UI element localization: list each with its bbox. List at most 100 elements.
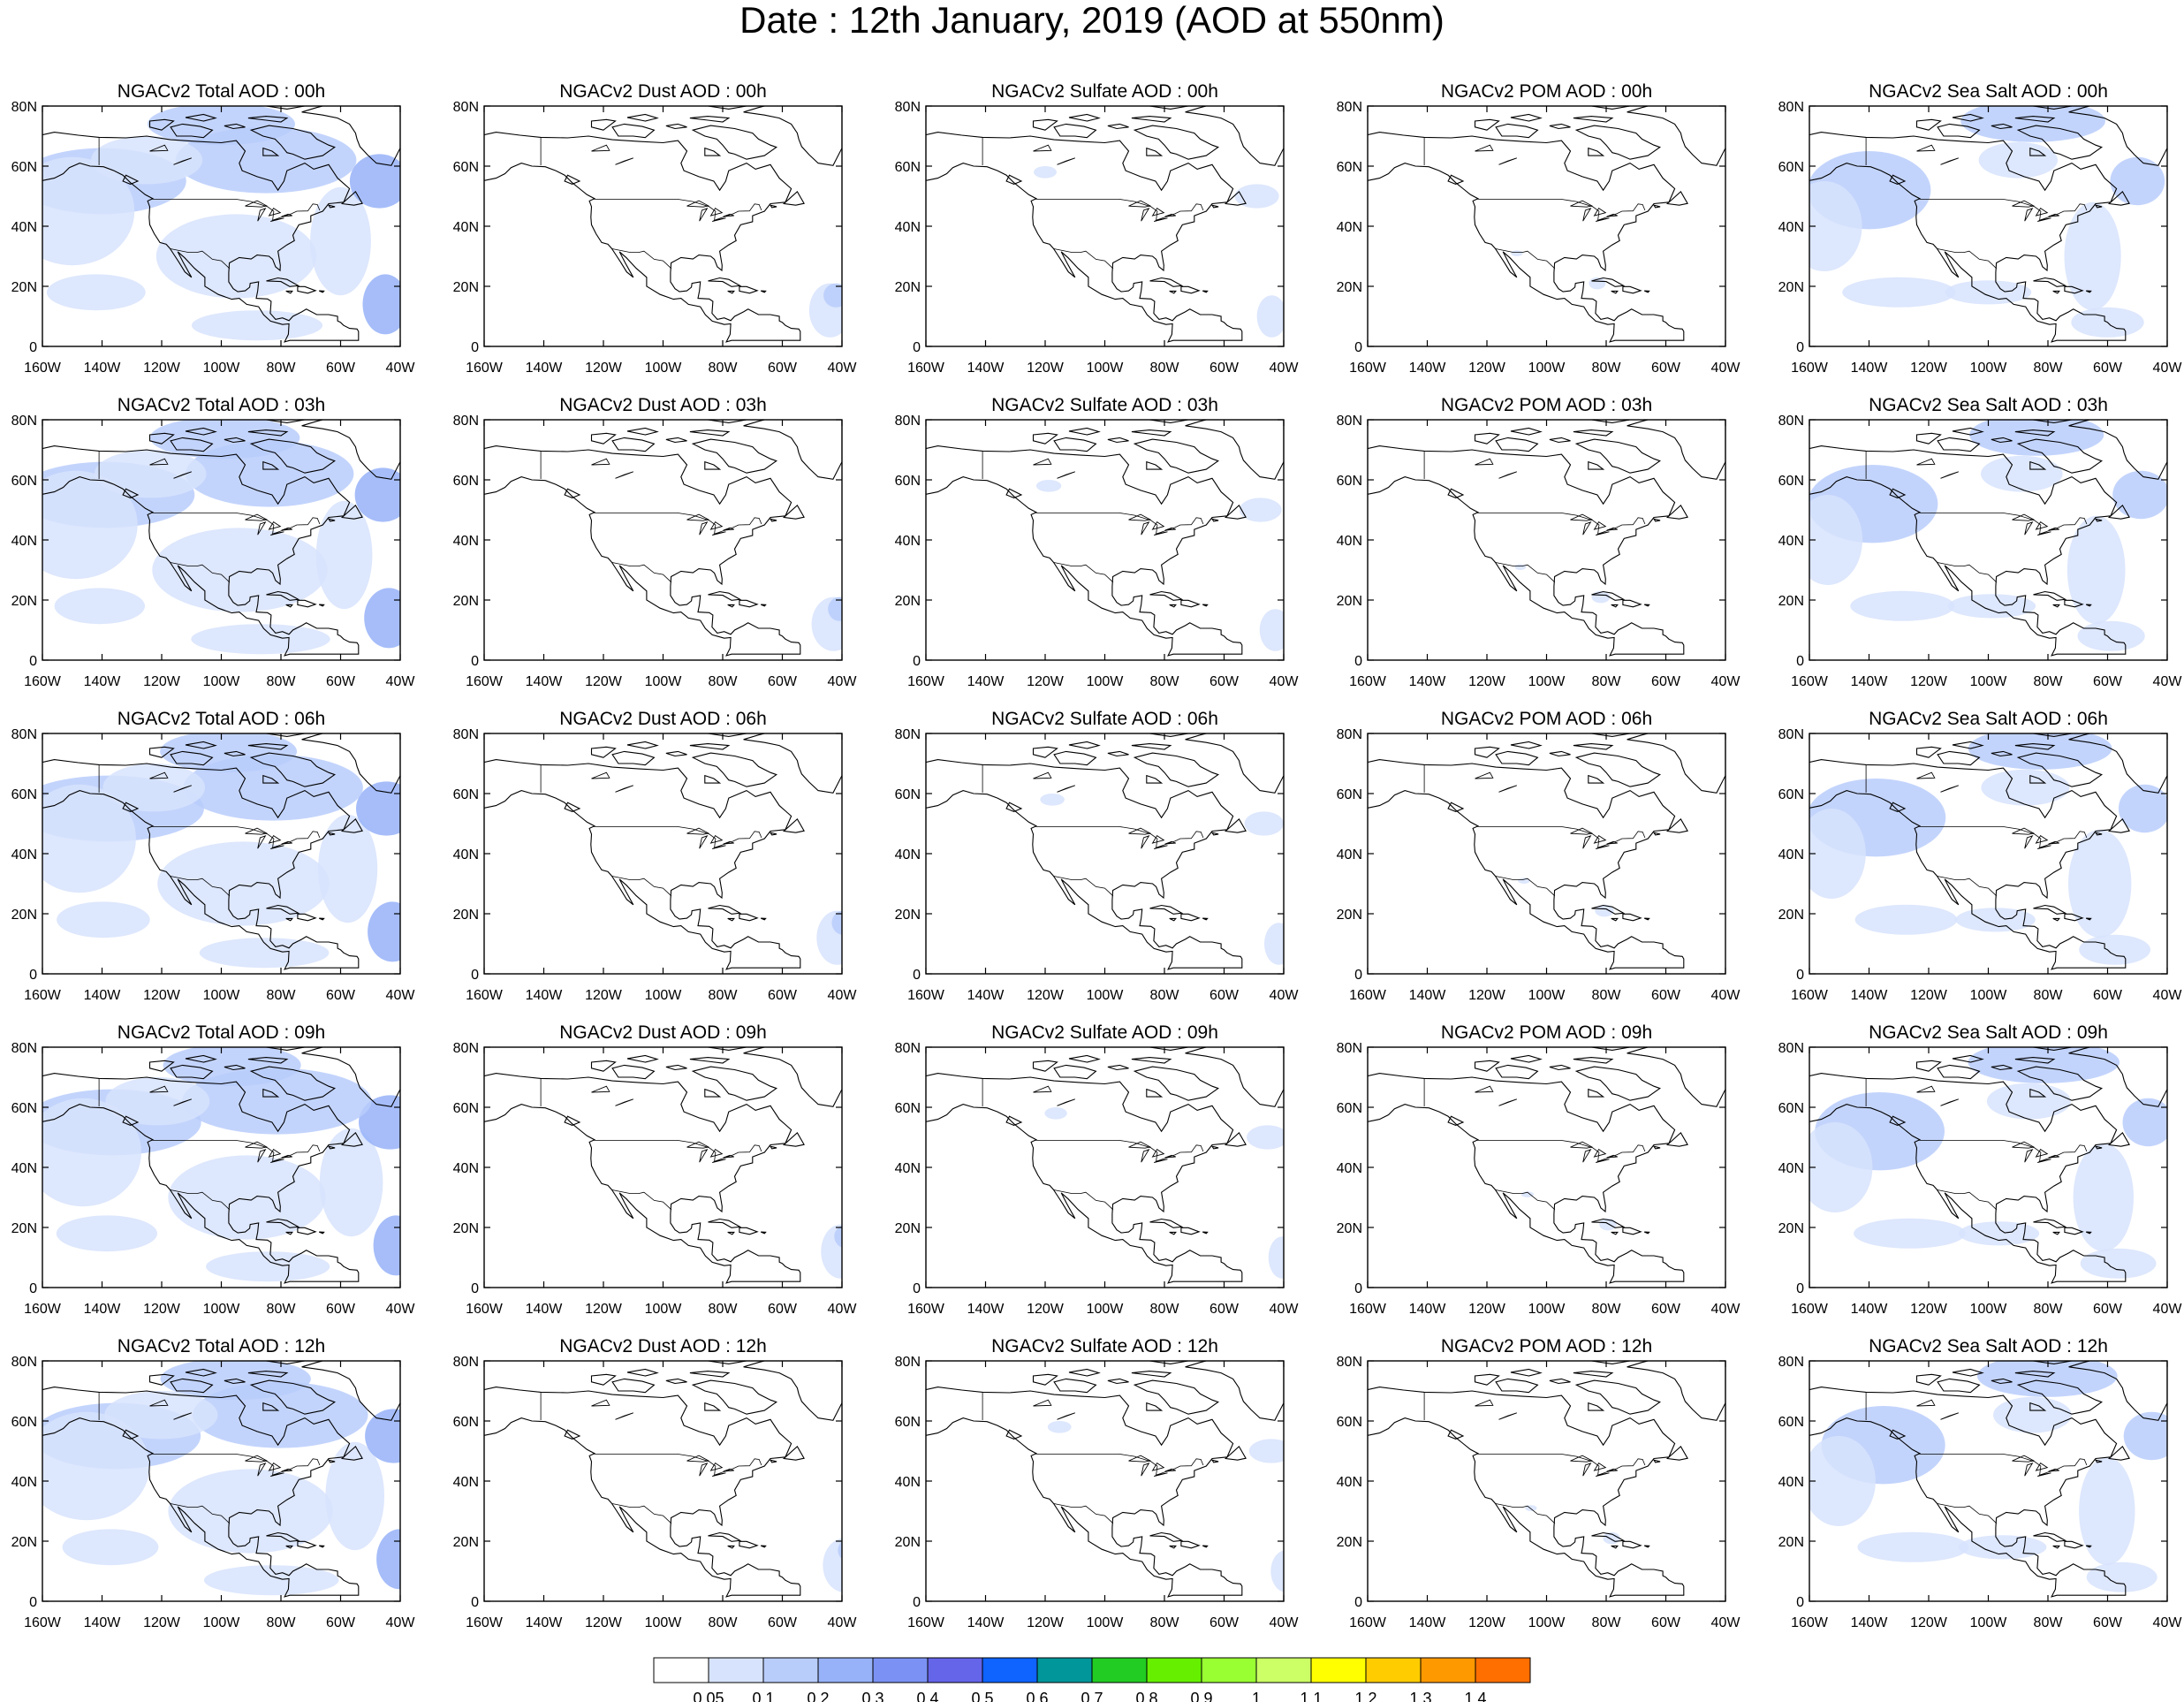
coastline-island: [1952, 1368, 1984, 1377]
aod-region: [823, 283, 842, 308]
coastline-island: [1588, 1088, 1605, 1098]
aod-region: [152, 528, 328, 612]
map-panel-sulfate-3: NGACv2 Sulfate AOD : 09h 0 20N 40N 60N 80N 160…: [895, 1022, 1300, 1317]
coastline-island: [704, 1088, 722, 1098]
coastlines: [42, 106, 400, 343]
coastline-island: [760, 604, 767, 607]
coastline-island: [2033, 1531, 2067, 1542]
lake-outline: [1164, 527, 1176, 531]
coastline-north-america: [926, 132, 1243, 343]
border-us-mexico: [1495, 248, 1556, 270]
lat-tick-label: 60N: [11, 160, 37, 175]
lake-outline: [709, 1148, 724, 1158]
lon-tick-label: 120W: [1468, 988, 1506, 1003]
aod-region: [1247, 1125, 1284, 1150]
border-canada-us: [1919, 1454, 2088, 1476]
aod-region: [2073, 1143, 2134, 1252]
coastline-island: [1889, 1115, 1907, 1126]
lon-tick-label: 100W: [1087, 1302, 1125, 1317]
coastline-island: [1180, 913, 1201, 922]
lon-tick-label: 40W: [386, 361, 416, 376]
coastline-island: [285, 290, 293, 294]
coastlines: [926, 1047, 1284, 1284]
lon-tick-label: 120W: [1027, 1615, 1065, 1630]
coastline-island: [611, 750, 656, 766]
coastline-island: [1652, 1459, 1661, 1463]
aod-region: [42, 156, 135, 266]
border-us-mexico: [1937, 876, 1998, 897]
lon-tick-label: 140W: [967, 674, 1005, 689]
coastline-island: [2016, 1379, 2103, 1415]
panel-title: NGACv2 Total AOD : 06h: [118, 709, 325, 729]
map-panel-total-1: NGACv2 Total AOD : 03h 0 20N 40N 60N 80N 160W 1…: [11, 395, 416, 689]
lake-outline: [1593, 1462, 1607, 1471]
coastline-island: [1053, 1378, 1097, 1394]
coastline-island: [1937, 123, 1981, 139]
aod-region: [1034, 166, 1057, 179]
coastline-island: [2107, 505, 2130, 520]
lat-tick-label: 20N: [1337, 280, 1362, 295]
lon-tick-label: 40W: [2153, 1615, 2183, 1630]
coastline-island: [1146, 420, 1192, 423]
lon-tick-label: 140W: [967, 1615, 1005, 1630]
aod-region: [57, 901, 150, 938]
coastlines: [1809, 733, 2167, 970]
colorbar-swatch: [927, 1657, 983, 1683]
coastline-island: [1952, 427, 1984, 436]
lake-outline: [1582, 208, 1592, 222]
lon-tick-label: 40W: [386, 1615, 416, 1630]
coastline-island: [327, 518, 336, 522]
lat-tick-label: 80N: [1337, 414, 1362, 429]
lon-tick-label: 100W: [1970, 1302, 2008, 1317]
coastline-island: [1611, 1231, 1619, 1235]
lon-tick-label: 140W: [1409, 361, 1447, 376]
coastline-island: [2014, 1057, 2056, 1064]
coastline-island: [249, 1066, 336, 1101]
lon-tick-label: 140W: [967, 1302, 1005, 1317]
coastlines: [1368, 420, 1725, 657]
lon-tick-label: 160W: [466, 674, 504, 689]
lat-tick-label: 80N: [895, 414, 921, 429]
coastline-island: [1652, 204, 1661, 209]
lake-outline: [257, 208, 267, 222]
coastline-island: [1068, 113, 1101, 122]
coastline-island: [285, 917, 293, 922]
coastline-island: [1510, 1054, 1543, 1063]
lat-tick-label: 40N: [1778, 1161, 1804, 1176]
lat-tick-label: 20N: [1337, 1535, 1362, 1550]
lake-outline: [281, 213, 292, 217]
coastline-island: [1133, 1379, 1219, 1415]
lake-outline: [723, 840, 734, 845]
coastline-island: [689, 429, 731, 437]
aod-region: [42, 1411, 150, 1521]
coastline-island: [1622, 285, 1642, 294]
aod-shading: [484, 420, 842, 660]
aod-region: [168, 1469, 333, 1554]
lon-tick-label: 120W: [1468, 1615, 1506, 1630]
coastline-island: [318, 604, 325, 607]
coastline-island: [249, 438, 336, 474]
lon-tick-label: 160W: [1791, 988, 1829, 1003]
coastline-island: [262, 1088, 280, 1098]
lon-tick-label: 100W: [645, 988, 683, 1003]
lake-outline: [1141, 835, 1150, 849]
lon-tick-label: 120W: [143, 361, 181, 376]
coastline-island: [2052, 290, 2060, 294]
lat-tick-label: 40N: [1778, 220, 1804, 235]
coastlines: [1809, 106, 2167, 343]
lake-outline: [699, 1149, 709, 1163]
lon-tick-label: 140W: [526, 988, 564, 1003]
lon-tick-label: 40W: [1711, 361, 1741, 376]
coastline-island: [782, 818, 805, 833]
lon-tick-label: 80W: [709, 674, 739, 689]
colorbar-swatch: [708, 1657, 764, 1683]
lake-outline: [1475, 144, 1494, 152]
coastline-island: [1210, 1459, 1219, 1463]
coastlines: [42, 1047, 400, 1284]
lake-outline: [2024, 1149, 2034, 1163]
lake-outline: [711, 531, 726, 536]
lake-outline: [1151, 1148, 1165, 1158]
coastlines: [42, 1361, 400, 1598]
lon-tick-label: 160W: [1791, 361, 1829, 376]
